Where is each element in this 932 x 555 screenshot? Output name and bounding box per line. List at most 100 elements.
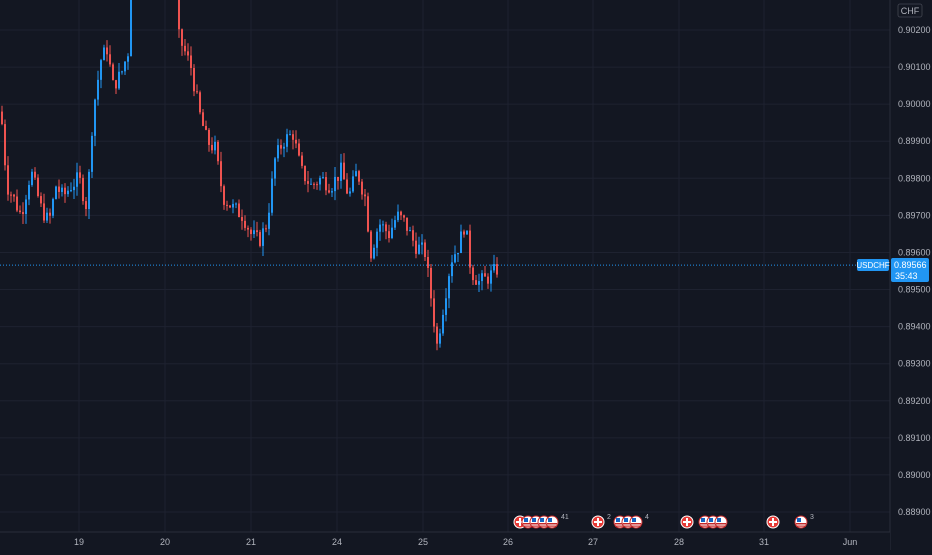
candle-down <box>181 29 183 46</box>
candle-up <box>355 171 357 177</box>
y-tick-label: 0.89300 <box>898 359 931 369</box>
candle-down <box>229 205 231 208</box>
candle-up <box>94 99 96 136</box>
candle-down <box>208 129 210 145</box>
candle-down <box>469 230 471 268</box>
candle-up <box>397 211 399 221</box>
candle-down <box>316 184 318 186</box>
candle-down <box>223 186 225 205</box>
candle-down <box>487 276 489 284</box>
time-axis[interactable]: 19 20 21 24 25 26 27 28 31 Jun <box>0 531 890 550</box>
swiss-flag-icon[interactable] <box>680 515 694 529</box>
economic-events[interactable]: 41 2 4 3 <box>513 514 814 529</box>
candle-up <box>421 242 423 245</box>
candle-down <box>496 264 498 275</box>
us-flag-icon[interactable] <box>545 515 559 529</box>
candle-down <box>19 210 21 213</box>
y-tick-label: 0.88900 <box>898 507 931 517</box>
candle-down <box>43 203 45 221</box>
candle-down <box>199 92 201 113</box>
candle-down <box>244 220 246 228</box>
candle-up <box>409 230 411 232</box>
candle-up <box>232 203 234 208</box>
y-tick-label: 0.89100 <box>898 433 931 443</box>
candle-down <box>412 230 414 241</box>
candle-down <box>343 162 345 180</box>
candle-up <box>214 141 216 151</box>
candle-up <box>268 212 270 229</box>
candle-down <box>367 196 369 232</box>
candle-up <box>67 190 69 195</box>
candle-down <box>280 145 282 149</box>
candle-up <box>460 231 462 254</box>
candle-down <box>475 280 477 285</box>
candle-down <box>388 231 390 239</box>
candle-down <box>37 177 39 197</box>
candle-down <box>178 0 180 30</box>
swiss-flag-icon[interactable] <box>591 515 605 529</box>
us-flag-icon[interactable] <box>794 515 808 529</box>
candle-down <box>298 143 300 156</box>
candle-down <box>424 242 426 257</box>
candle-down <box>202 112 204 126</box>
candle-up <box>349 191 351 194</box>
candle-down <box>220 161 222 187</box>
candle-up <box>127 56 129 62</box>
candle-down <box>79 172 81 178</box>
us-flag-icon[interactable] <box>629 515 643 529</box>
candle-down <box>325 177 327 191</box>
candle-up <box>283 146 285 149</box>
candle-up <box>442 314 444 334</box>
candle-down <box>370 231 372 259</box>
candle-down <box>415 240 417 254</box>
candle-down <box>250 229 252 235</box>
candle-up <box>334 176 336 192</box>
candle-down <box>187 51 189 56</box>
candle-up <box>235 203 237 205</box>
candle-down <box>10 194 12 196</box>
candle-down <box>112 64 114 81</box>
candle-down <box>403 215 405 218</box>
candle-up <box>25 199 27 214</box>
candle-down <box>196 91 198 93</box>
candle-down <box>436 326 438 344</box>
candle-down <box>433 298 435 327</box>
candle-up <box>454 254 456 263</box>
candle-up <box>124 61 126 72</box>
candle-up <box>28 184 30 200</box>
candle-down <box>406 217 408 231</box>
swiss-flag-icon[interactable] <box>766 515 780 529</box>
candle-down <box>256 230 258 233</box>
us-flag-icon[interactable] <box>714 515 728 529</box>
candle-up <box>103 47 105 61</box>
currency-label: CHF <box>901 6 920 16</box>
y-tick-label: 0.90000 <box>898 99 931 109</box>
candle-up <box>466 230 468 235</box>
candle-down <box>301 155 303 166</box>
candle-down <box>1 111 3 125</box>
candle-up <box>376 231 378 248</box>
candle-up <box>379 224 381 232</box>
candle-up <box>481 273 483 282</box>
candle-up <box>97 79 99 100</box>
y-tick-label: 0.89700 <box>898 210 931 220</box>
candles <box>1 0 498 351</box>
event-count-badge: 2 <box>607 514 611 521</box>
candle-down <box>337 176 339 181</box>
event-count-badge: 4 <box>645 514 649 521</box>
event-count-badge: 41 <box>561 514 569 521</box>
x-tick-label: 26 <box>503 537 513 547</box>
y-tick-label: 0.89200 <box>898 396 931 406</box>
candle-up <box>490 270 492 284</box>
candle-down <box>259 232 261 246</box>
candle-up <box>271 178 273 213</box>
candle-up <box>352 176 354 192</box>
candle-down <box>385 224 387 232</box>
candle-up <box>286 134 288 147</box>
candle-up <box>118 71 120 89</box>
candle-down <box>307 181 309 184</box>
candle-up <box>70 190 72 192</box>
x-tick-label: 31 <box>759 537 769 547</box>
